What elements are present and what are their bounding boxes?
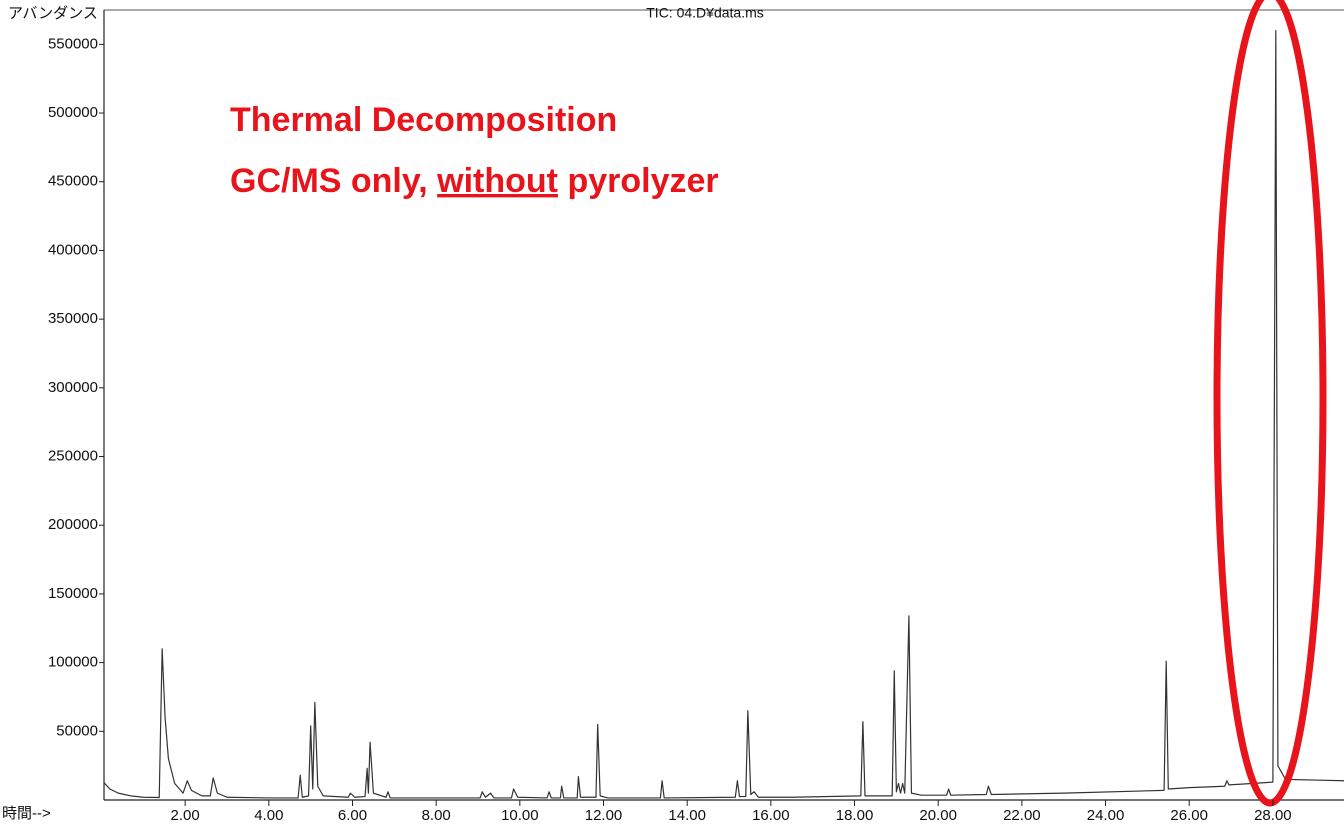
x-tick-label: 28.00 [1254, 807, 1292, 824]
annotation: GC/MS only, without pyrolyzer [230, 162, 719, 200]
y-tick-label: 200000 [48, 516, 98, 533]
y-tick-label: 250000 [48, 447, 98, 464]
x-tick-label: 6.00 [338, 807, 367, 824]
x-tick-label: 24.00 [1087, 807, 1125, 824]
y-tick-label: 50000 [56, 722, 98, 739]
x-tick-label: 18.00 [836, 807, 874, 824]
y-tick-label: 550000 [48, 35, 98, 52]
x-tick-label: 12.00 [585, 807, 623, 824]
tic-trace [103, 30, 1344, 799]
chart-title: TIC: 04.D¥data.ms [646, 5, 764, 21]
y-axis-label: アバンダンス [8, 5, 98, 22]
y-tick-label: 150000 [48, 585, 98, 602]
y-tick-label: 400000 [48, 241, 98, 258]
highlight-ellipse [1213, 0, 1327, 807]
annotation: Thermal Decomposition [230, 101, 617, 139]
annotation-underlined: without [436, 162, 558, 200]
x-tick-label: 16.00 [752, 807, 790, 824]
x-tick-label: 26.00 [1170, 807, 1208, 824]
x-tick-label: 22.00 [1003, 807, 1041, 824]
y-tick-label: 350000 [48, 310, 98, 327]
x-tick-label: 2.00 [171, 807, 200, 824]
x-axis-label: 時間--> [2, 805, 51, 822]
x-tick-label: 20.00 [919, 807, 957, 824]
y-tick-label: 450000 [48, 173, 98, 190]
annotation: pyrolyzer [558, 162, 719, 200]
y-tick-label: 100000 [48, 654, 98, 671]
x-tick-label: 10.00 [501, 807, 539, 824]
annotation: GC/MS only, [230, 162, 437, 200]
x-tick-label: 8.00 [422, 807, 451, 824]
x-tick-label: 4.00 [254, 807, 283, 824]
x-tick-label: 14.00 [668, 807, 706, 824]
y-tick-label: 300000 [48, 379, 98, 396]
y-tick-label: 500000 [48, 104, 98, 121]
